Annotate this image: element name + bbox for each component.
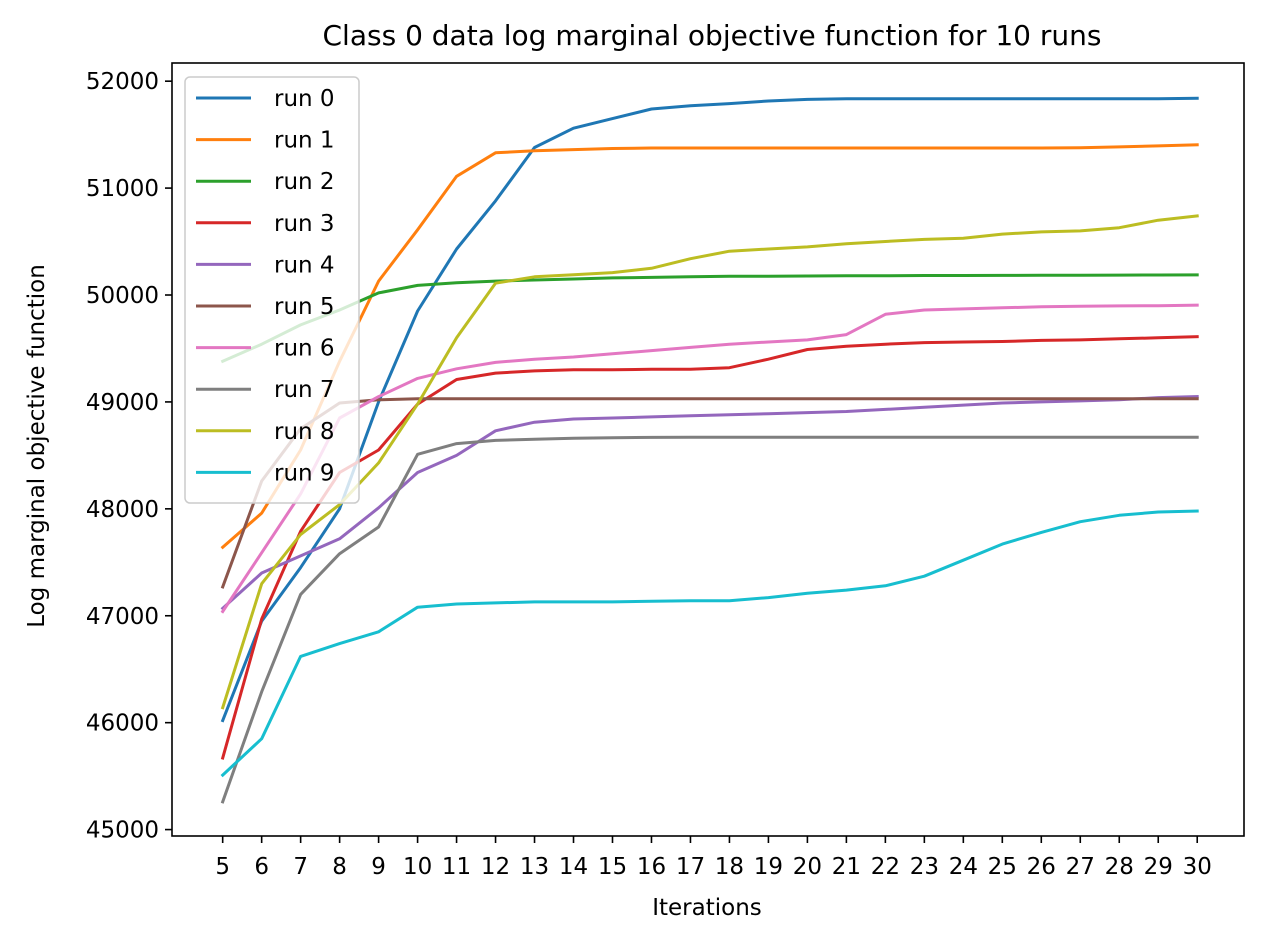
legend-label: run 0 xyxy=(274,86,335,112)
x-tick-label: 19 xyxy=(754,854,783,880)
x-tick-label: 25 xyxy=(988,854,1017,880)
series-line-run-3 xyxy=(220,335,1199,760)
x-tick-label: 13 xyxy=(520,854,549,880)
x-tick-label: 11 xyxy=(442,854,471,880)
x-tick-label: 28 xyxy=(1105,854,1134,880)
series-line-run-5 xyxy=(220,397,1199,589)
y-tick-label: 50000 xyxy=(86,283,159,309)
legend-label: run 5 xyxy=(274,294,335,320)
y-tick-label: 51000 xyxy=(86,176,159,202)
series-line-run-9 xyxy=(220,509,1199,778)
x-tick-label: 9 xyxy=(371,854,386,880)
legend-label: run 7 xyxy=(274,377,335,403)
x-tick-label: 27 xyxy=(1066,854,1095,880)
series-line-run-6 xyxy=(220,303,1199,614)
y-tick-label: 45000 xyxy=(86,818,159,844)
legend: run 0 run 1 run 2 run 3 run 4 run 5 run 6 run 7… xyxy=(184,76,360,504)
legend-label: run 3 xyxy=(274,211,335,237)
series-line-run-2 xyxy=(220,273,1199,364)
y-tick-label: 46000 xyxy=(86,711,159,737)
x-tick-label: 22 xyxy=(871,854,900,880)
y-axis-ticks: 45000 46000 47000 48000 49000 50000 51000 52000 xyxy=(86,69,172,844)
x-axis-ticks: 5 6 7 8 9 10 11 12 13 14 15 16 17 18 19 20 21 22 23 24 25 26 2… xyxy=(215,836,1212,880)
x-tick-label: 15 xyxy=(598,854,627,880)
series-line-run-8 xyxy=(220,214,1199,710)
x-tick-label: 14 xyxy=(559,854,588,880)
series-line-run-0 xyxy=(220,96,1199,723)
x-tick-label: 16 xyxy=(637,854,666,880)
legend-label: run 8 xyxy=(274,419,335,445)
x-tick-label: 24 xyxy=(949,854,978,880)
legend-box xyxy=(184,76,360,504)
x-tick-label: 23 xyxy=(910,854,939,880)
x-tick-label: 10 xyxy=(403,854,432,880)
y-tick-label: 52000 xyxy=(86,69,159,95)
series-line-run-4 xyxy=(220,395,1199,611)
x-tick-label: 12 xyxy=(481,854,510,880)
x-tick-label: 21 xyxy=(832,854,861,880)
x-axis-label: Iterations xyxy=(652,895,762,921)
y-tick-label: 47000 xyxy=(86,604,159,630)
legend-label: run 6 xyxy=(274,336,335,362)
x-tick-label: 8 xyxy=(332,854,347,880)
legend-label: run 9 xyxy=(274,460,335,486)
series-line-run-1 xyxy=(220,143,1199,550)
y-axis-label: Log marginal objective function xyxy=(24,264,50,628)
series-layer xyxy=(220,96,1199,804)
chart-title: Class 0 data log marginal objective func… xyxy=(323,19,1102,52)
legend-label: run 2 xyxy=(274,169,335,195)
x-tick-label: 5 xyxy=(215,854,230,880)
series-line-run-7 xyxy=(220,435,1199,804)
x-tick-label: 29 xyxy=(1144,854,1173,880)
y-tick-label: 49000 xyxy=(86,390,159,416)
x-tick-label: 6 xyxy=(254,854,269,880)
y-tick-label: 48000 xyxy=(86,497,159,523)
legend-label: run 4 xyxy=(274,252,335,278)
x-tick-label: 20 xyxy=(793,854,822,880)
x-tick-label: 26 xyxy=(1027,854,1056,880)
x-tick-label: 17 xyxy=(676,854,705,880)
legend-label: run 1 xyxy=(274,128,335,154)
x-tick-label: 18 xyxy=(715,854,744,880)
x-tick-label: 7 xyxy=(293,854,308,880)
x-tick-label: 30 xyxy=(1183,854,1212,880)
